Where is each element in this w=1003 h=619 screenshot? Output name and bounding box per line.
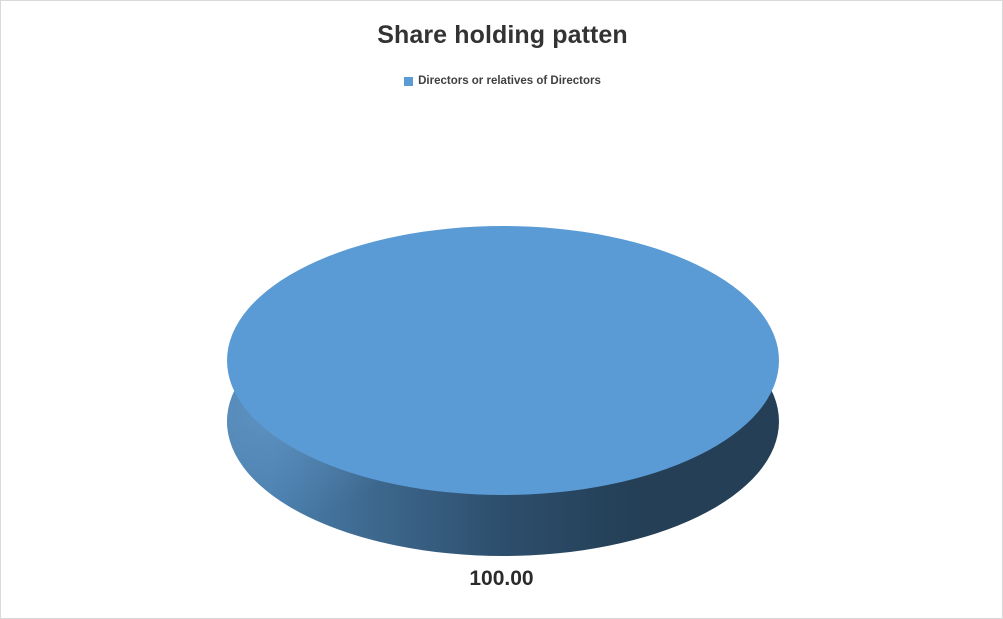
pie-data-label-wrapper: 100.00: [1, 567, 1002, 591]
legend-item-directors-or-relatives-of-directors[interactable]: Directors or relatives of Directors: [404, 75, 601, 87]
legend-item-label: Directors or relatives of Directors: [418, 75, 601, 87]
pie-graphic: [227, 226, 779, 556]
chart-legend: Directors or relatives of Directors: [1, 75, 1002, 87]
pie-data-label: 100.00: [469, 567, 534, 590]
legend-color-swatch-icon: [404, 76, 414, 86]
chart-title: Share holding patten: [377, 21, 628, 49]
pie-slice-directors-or-relatives-of-directors[interactable]: [227, 226, 779, 495]
